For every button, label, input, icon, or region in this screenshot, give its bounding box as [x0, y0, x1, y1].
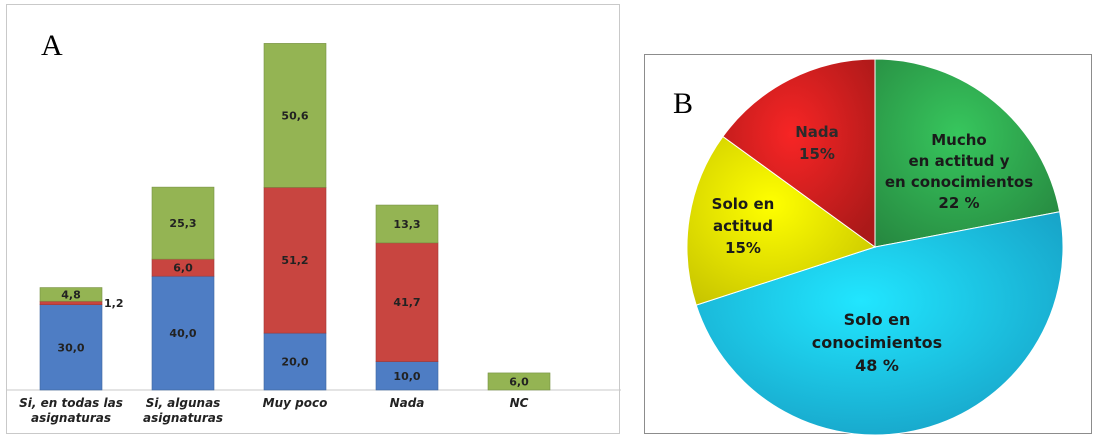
- bar-segment: [375, 361, 439, 391]
- bar-value-label: 10,0: [393, 370, 420, 383]
- stacked-bar-chart: A 30,0 1,2 4,8 40,0 6,0 25,3 20,0 51,2 50,6 10,0 4…: [7, 29, 621, 425]
- bar-value-label: 51,2: [281, 254, 308, 267]
- bar-value-label: 41,7: [393, 296, 420, 309]
- panel-label-b: B: [673, 87, 693, 120]
- bar-value-label: 6,0: [173, 262, 193, 275]
- pie-slice: [722, 58, 876, 248]
- bar-segment: [39, 287, 103, 302]
- bar-value-label: 4,8: [61, 288, 81, 301]
- pie-slice: [695, 211, 1064, 435]
- bar-segment: [39, 300, 103, 305]
- panel-label-a: A: [41, 29, 63, 62]
- pie-slice-label: Solo en actitud 15%: [712, 195, 775, 257]
- category-label: Nada: [390, 396, 425, 410]
- pie-chart-panel: B Mucho en actitud y en conocimientos 22 % S…: [644, 54, 1092, 435]
- pie-slice: [874, 58, 1061, 248]
- bar-value-label: 30,0: [57, 341, 84, 354]
- bar-value-label: 40,0: [169, 327, 196, 340]
- bar-chart-panel: A 30,0 1,2 4,8 40,0 6,0 25,3 20,0 51,2 50,6 10,0 4…: [6, 4, 621, 434]
- pie-slice-label: Mucho en actitud y en conocimientos 22 %: [885, 131, 1033, 212]
- bar-value-label: 6,0: [509, 375, 529, 388]
- bar-segment: [375, 242, 439, 362]
- category-label: Si, en todas las asignaturas: [19, 396, 123, 425]
- bar-value-label: 25,3: [169, 217, 196, 230]
- category-label: Muy poco: [263, 396, 328, 410]
- bar-value-label: 50,6: [281, 109, 308, 122]
- bar-value-label: 20,0: [281, 356, 308, 369]
- bar-segment: [263, 187, 327, 334]
- pie-chart: B Mucho en actitud y en conocimientos 22 % S…: [673, 58, 1064, 435]
- bar-segment: [151, 275, 215, 391]
- pie-slice-label: Nada 15%: [795, 123, 839, 163]
- category-label: NC: [510, 396, 529, 410]
- bar-segment: [151, 186, 215, 260]
- bar-segment: [487, 372, 551, 391]
- bar-segment: [39, 304, 103, 391]
- bar-segment: [263, 43, 327, 188]
- bar-value-label: 1,2: [104, 297, 124, 310]
- bar-segment: [375, 204, 439, 244]
- bar-segment: [263, 332, 327, 391]
- pie-slice-label: Solo en conocimientos 48 %: [812, 310, 942, 375]
- category-label: Si, algunas asignaturas: [143, 396, 223, 425]
- pie-slice: [686, 135, 877, 306]
- bar-value-label: 13,3: [393, 218, 420, 231]
